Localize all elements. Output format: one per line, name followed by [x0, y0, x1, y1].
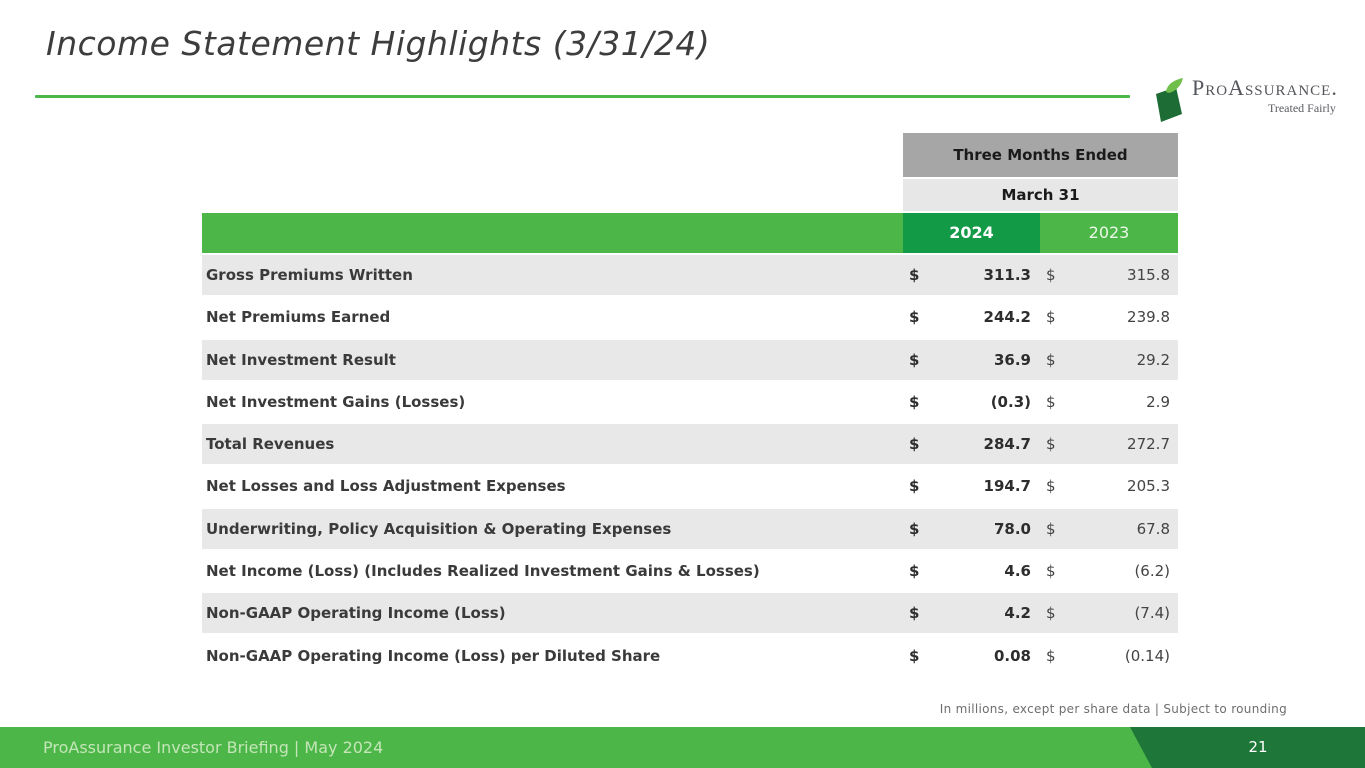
table-row: Underwriting, Policy Acquisition & Opera… — [202, 508, 1178, 549]
currency-symbol: $ — [1046, 604, 1056, 623]
table-row: Net Income (Loss) (Includes Realized Inv… — [202, 551, 1178, 592]
value-2023: $67.8 — [1040, 520, 1178, 538]
value-2024: $4.6 — [903, 562, 1040, 580]
column-group-header: Three Months Ended — [903, 133, 1178, 177]
amount: (6.2) — [1134, 562, 1170, 581]
column-header-2024: 2024 — [903, 213, 1040, 253]
column-header-2023: 2023 — [1088, 223, 1130, 242]
row-label: Non-GAAP Operating Income (Loss) — [206, 604, 506, 623]
amount: 244.2 — [983, 308, 1031, 327]
currency-symbol: $ — [1046, 477, 1056, 496]
page-title: Income Statement Highlights (3/31/24) — [46, 24, 711, 63]
footer-bar: ProAssurance Investor Briefing | May 202… — [0, 727, 1365, 768]
amount: 29.2 — [1136, 350, 1170, 369]
column-sub-header: March 31 — [903, 179, 1178, 211]
value-2024: $36.9 — [903, 351, 1040, 369]
value-2023: $ (6.2) — [1040, 562, 1178, 580]
currency-symbol: $ — [909, 308, 920, 327]
value-2024: $194.7 — [903, 477, 1040, 495]
row-label: Net Investment Gains (Losses) — [206, 392, 466, 411]
row-label: Underwriting, Policy Acquisition & Opera… — [206, 519, 672, 538]
table-row: Non-GAAP Operating Income (Loss) per Dil… — [202, 635, 1178, 676]
value-2024: $4.2 — [903, 604, 1040, 622]
currency-symbol: $ — [1046, 519, 1056, 538]
footer-accent-shape — [1130, 727, 1365, 768]
income-statement-table: Three Months Ended March 31 2024 2023 Gr… — [202, 133, 1178, 678]
table-row: Net Premiums Earned $244.2 $239.8 — [202, 297, 1178, 338]
currency-symbol: $ — [1046, 308, 1056, 327]
footer-text: ProAssurance Investor Briefing | May 202… — [43, 738, 384, 757]
table-row: Non-GAAP Operating Income (Loss) $4.2 $ (… — [202, 593, 1178, 634]
currency-symbol: $ — [1046, 392, 1056, 411]
amount: 2.9 — [1146, 392, 1170, 411]
amount: 311.3 — [983, 266, 1031, 284]
amount: 239.8 — [1127, 308, 1170, 327]
value-2023: $272.7 — [1040, 435, 1178, 453]
footnote: In millions, except per share data | Sub… — [939, 702, 1287, 716]
currency-symbol: $ — [909, 435, 920, 454]
value-2023: $239.8 — [1040, 308, 1178, 326]
currency-symbol: $ — [909, 477, 920, 496]
currency-symbol: $ — [1046, 562, 1056, 581]
table-row: Net Investment Gains (Losses) $ (0.3) $2.… — [202, 381, 1178, 422]
amount: 272.7 — [1127, 435, 1170, 454]
currency-symbol: $ — [909, 350, 920, 369]
currency-symbol: $ — [1046, 646, 1056, 665]
currency-symbol: $ — [909, 519, 920, 538]
row-label: Net Losses and Loss Adjustment Expenses — [206, 477, 566, 496]
value-2023: $205.3 — [1040, 477, 1178, 495]
row-label: Non-GAAP Operating Income (Loss) per Dil… — [206, 646, 661, 665]
currency-symbol: $ — [909, 266, 920, 284]
amount: 284.7 — [983, 435, 1031, 454]
currency-symbol: $ — [909, 392, 920, 411]
table-row: Net Losses and Loss Adjustment Expenses … — [202, 466, 1178, 507]
row-label: Net Investment Result — [206, 350, 396, 369]
table-row: Gross Premiums Written $311.3 $315.8 — [202, 255, 1178, 295]
title-underline — [35, 95, 1130, 98]
year-header-row: 2024 2023 — [202, 213, 1178, 253]
value-2024: $0.08 — [903, 647, 1040, 665]
row-label: Total Revenues — [206, 435, 335, 454]
row-label: Net Premiums Earned — [206, 308, 391, 327]
amount: (0.14) — [1124, 646, 1170, 665]
proassurance-logo: ProAssurance. Treated Fairly — [1152, 76, 1338, 128]
value-2023: $29.2 — [1040, 351, 1178, 369]
value-2023: $2.9 — [1040, 393, 1178, 411]
value-2024: $311.3 — [903, 266, 1040, 284]
amount: 78.0 — [993, 519, 1031, 538]
amount: 4.2 — [1004, 604, 1031, 623]
value-2024: $284.7 — [903, 435, 1040, 453]
page-number: 21 — [1248, 738, 1268, 756]
amount: 4.6 — [1004, 562, 1031, 581]
amount: 36.9 — [993, 350, 1031, 369]
value-2023: $315.8 — [1040, 266, 1178, 284]
amount: 194.7 — [983, 477, 1031, 496]
amount: 315.8 — [1127, 266, 1170, 284]
currency-symbol: $ — [1046, 435, 1056, 454]
currency-symbol: $ — [909, 562, 920, 581]
currency-symbol: $ — [1046, 266, 1056, 284]
value-2023: $ (7.4) — [1040, 604, 1178, 622]
table-row: Net Investment Result $36.9 $29.2 — [202, 339, 1178, 380]
row-label: Gross Premiums Written — [206, 266, 413, 284]
value-2024: $ (0.3) — [903, 393, 1040, 411]
amount: 0.08 — [993, 646, 1031, 665]
amount: 67.8 — [1136, 519, 1170, 538]
value-2023: $ (0.14) — [1040, 647, 1178, 665]
logo-tagline: Treated Fairly — [1267, 101, 1336, 115]
currency-symbol: $ — [1046, 350, 1056, 369]
amount: (0.3) — [990, 392, 1031, 411]
currency-symbol: $ — [909, 646, 920, 665]
leaf-logo-icon — [1152, 78, 1186, 128]
amount: (7.4) — [1134, 604, 1170, 623]
row-label: Net Income (Loss) (Includes Realized Inv… — [206, 562, 760, 581]
amount: 205.3 — [1127, 477, 1170, 496]
value-2024: $78.0 — [903, 520, 1040, 538]
table-row: Total Revenues $284.7 $272.7 — [202, 424, 1178, 465]
value-2024: $244.2 — [903, 308, 1040, 326]
logo-wordmark: ProAssurance. — [1192, 75, 1338, 100]
currency-symbol: $ — [909, 604, 920, 623]
